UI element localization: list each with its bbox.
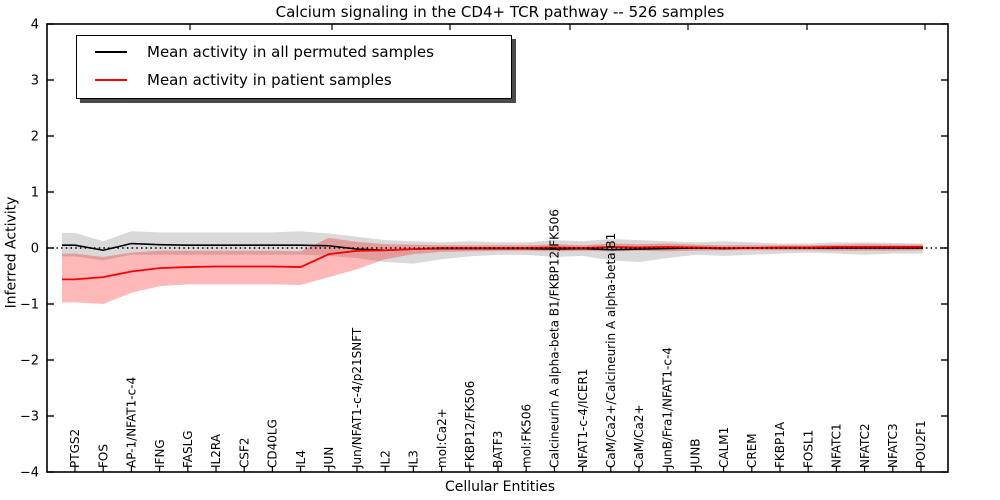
x-category-label: FOSL1 <box>801 430 815 468</box>
x-category-label: FKBP1A <box>773 421 787 468</box>
y-tick-label: −3 <box>20 410 39 425</box>
y-tick-label: 4 <box>31 18 39 33</box>
y-tick-label: 0 <box>31 242 39 257</box>
x-category-label: FASLG <box>181 430 195 468</box>
legend-item-permuted: Mean activity in all permuted samples <box>77 38 511 66</box>
legend-item-label: Mean activity in patient samples <box>147 71 392 89</box>
y-tick-label: −2 <box>20 354 39 369</box>
x-axis-label: Cellular Entities <box>444 479 556 495</box>
x-category-label: JUN <box>322 447 336 469</box>
red-line-sample-icon <box>95 79 127 81</box>
x-category-label: mol:FK506 <box>519 404 533 468</box>
legend-item-label: Mean activity in all permuted samples <box>147 43 434 61</box>
legend-item-patient: Mean activity in patient samples <box>77 66 511 94</box>
y-tick-label: 1 <box>31 186 39 201</box>
x-category-label: FOS <box>96 444 110 468</box>
x-category-label: BATF3 <box>491 431 505 468</box>
x-category-label: NFAT1-c-4/ICER1 <box>576 369 590 468</box>
black-line-sample-icon <box>95 51 127 53</box>
x-category-label: JunB/Fra1/NFAT1-c-4 <box>660 347 674 469</box>
x-category-label: FKBP12/FK506 <box>463 381 477 468</box>
x-category-label: POU2F1 <box>914 420 928 468</box>
x-category-label: IL3 <box>407 450 421 468</box>
x-category-label: NFATC1 <box>830 423 844 468</box>
x-category-label: CSF2 <box>237 437 251 468</box>
x-category-label: JUNB <box>689 438 703 469</box>
x-category-label: IL2 <box>378 450 392 468</box>
x-category-label: IFNG <box>153 439 167 468</box>
patient-mean-line <box>62 245 923 281</box>
chart-title: Calcium signaling in the CD4+ TCR pathwa… <box>275 3 725 21</box>
y-axis-label: Inferred Activity <box>3 196 20 309</box>
x-category-label: CD40LG <box>266 419 280 468</box>
patient-band <box>62 237 923 304</box>
x-category-label: CREM <box>745 433 759 468</box>
x-category-label: mol:Ca2+ <box>435 408 449 468</box>
y-tick-label: 3 <box>31 74 39 89</box>
x-category-label: NFATC2 <box>858 423 872 468</box>
x-category-label: Calcineurin A alpha-beta B1/FKBP12/FK506 <box>548 209 562 468</box>
x-category-label: NFATC3 <box>886 423 900 468</box>
y-tick-label: −4 <box>20 466 39 481</box>
y-tick-label: −1 <box>20 298 39 313</box>
x-category-label: PTGS2 <box>68 429 82 468</box>
x-category-label: AP-1/NFAT1-c-4 <box>125 377 139 468</box>
x-category-label: IL2RA <box>209 433 223 468</box>
x-category-label: CaM/Ca2+ <box>632 404 646 468</box>
x-category-label: CaM/Ca2+/Calcineurin A alpha-beta B1 <box>604 233 618 468</box>
legend: Mean activity in all permuted samples Me… <box>76 35 512 99</box>
x-category-label: CALM1 <box>717 427 731 468</box>
x-category-label: Jun/NFAT1-c-4/p21SNFT <box>350 327 364 469</box>
y-tick-label: 2 <box>31 130 39 145</box>
x-category-label: IL4 <box>294 450 308 468</box>
